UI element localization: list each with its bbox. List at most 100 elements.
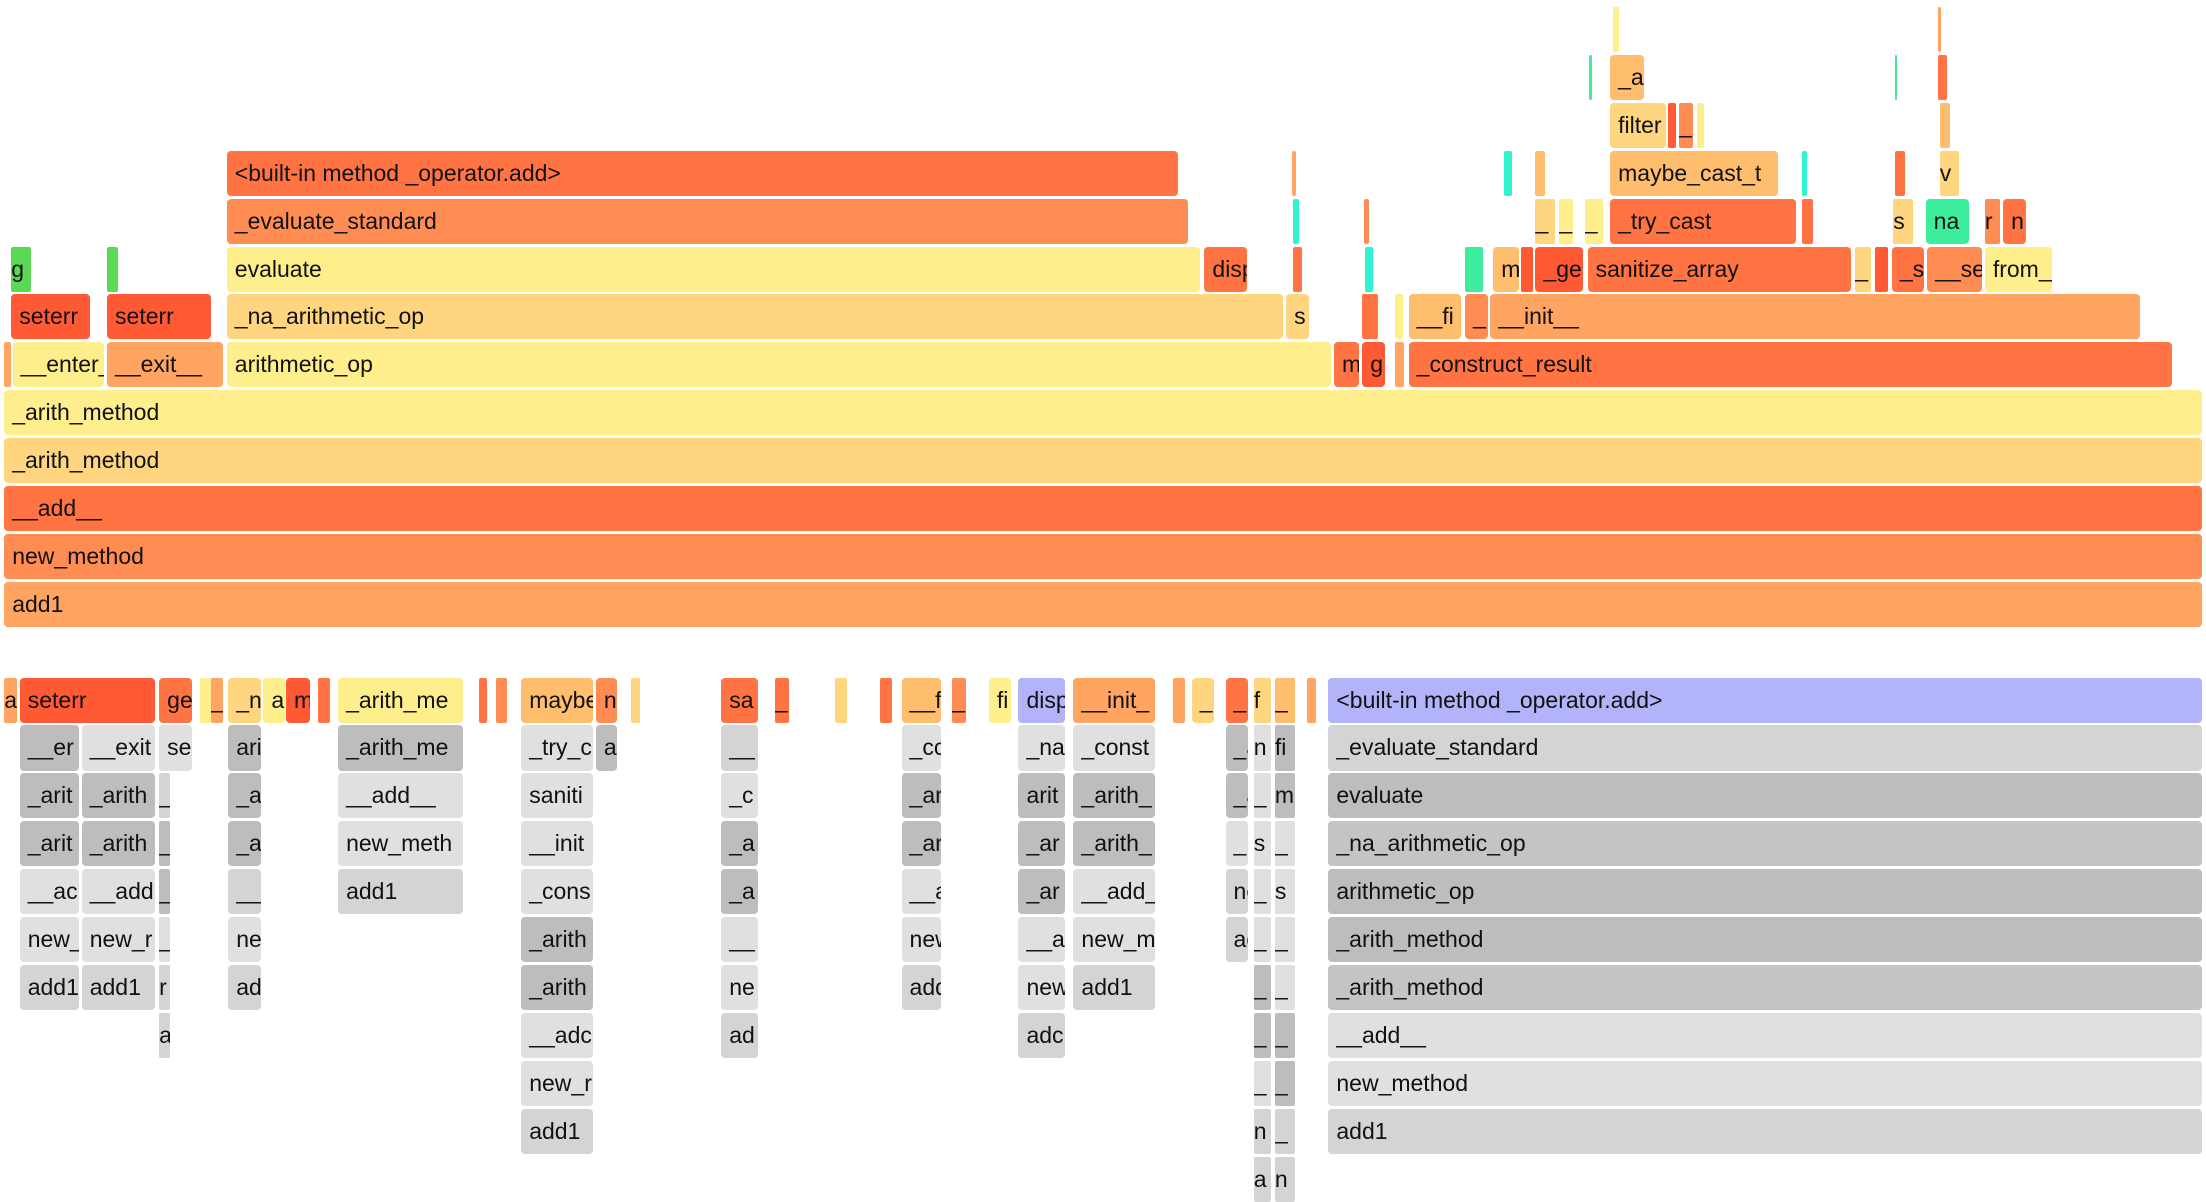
flame-frame[interactable]	[1938, 7, 1942, 53]
flame-frame[interactable]: from_	[1984, 246, 2053, 292]
icicle-frame[interactable]: new_r	[521, 1060, 594, 1106]
icicle-frame[interactable]: _cons	[521, 869, 594, 915]
flame-frame[interactable]	[1291, 150, 1296, 196]
icicle-frame[interactable]: add1	[19, 964, 79, 1010]
icicle-frame[interactable]: _a	[1225, 773, 1249, 819]
flame-frame[interactable]	[1801, 198, 1813, 244]
icicle-frame[interactable]	[1307, 677, 1316, 723]
flame-frame[interactable]	[1894, 150, 1905, 196]
flame-frame[interactable]: _ge	[1535, 246, 1584, 292]
flame-frame[interactable]	[1667, 102, 1677, 148]
icicle-frame[interactable]: ad	[228, 964, 261, 1010]
flame-frame[interactable]: _construct_result	[1408, 342, 2173, 388]
icicle-frame[interactable]: se	[159, 725, 192, 771]
icicle-frame[interactable]: a	[595, 725, 617, 771]
icicle-frame[interactable]: _const	[1073, 725, 1156, 771]
icicle-frame[interactable]: n	[1253, 1108, 1271, 1154]
flame-frame[interactable]: _arith_method	[4, 438, 2202, 484]
icicle-frame[interactable]: _arit	[19, 821, 79, 867]
icicle-frame[interactable]: new	[1018, 964, 1065, 1010]
flame-frame[interactable]: s	[1893, 198, 1913, 244]
icicle-frame[interactable]: _	[1253, 1012, 1271, 1058]
icicle-frame[interactable]: _a	[228, 773, 261, 819]
icicle-frame[interactable]: _	[1225, 677, 1249, 723]
icicle-frame[interactable]: m	[1274, 773, 1295, 819]
icicle-frame[interactable]: _	[211, 677, 223, 723]
icicle-frame[interactable]: ne	[721, 964, 758, 1010]
icicle-frame[interactable]: _	[774, 677, 789, 723]
flame-frame[interactable]: g	[11, 246, 31, 292]
icicle-frame[interactable]: __add__	[338, 773, 464, 819]
icicle-frame[interactable]: _arith	[521, 964, 594, 1010]
icicle-frame[interactable]: _	[1253, 773, 1271, 819]
icicle-frame[interactable]: a	[1253, 1156, 1271, 1202]
icicle-frame[interactable]: __exit	[81, 725, 155, 771]
icicle-frame[interactable]: m	[285, 677, 310, 723]
icicle-frame[interactable]: seterr	[19, 677, 155, 723]
icicle-frame[interactable]: fi	[1274, 725, 1295, 771]
icicle-frame[interactable]: _ar	[901, 773, 941, 819]
icicle-frame[interactable]: fi	[988, 677, 1012, 723]
flame-frame[interactable]: <built-in method _operator.add>	[226, 150, 1178, 196]
flame-frame[interactable]: new_method	[4, 533, 2202, 579]
flame-frame[interactable]: v	[1939, 150, 1960, 196]
icicle-frame[interactable]: _arith_	[1073, 821, 1156, 867]
icicle-frame[interactable]: adc	[1018, 1012, 1065, 1058]
flame-frame[interactable]: _	[1535, 198, 1556, 244]
icicle-frame[interactable]: __	[228, 869, 261, 915]
flame-frame[interactable]: disp	[1204, 246, 1247, 292]
icicle-frame[interactable]: a	[159, 1012, 171, 1058]
icicle-frame[interactable]: ad	[721, 1012, 758, 1058]
icicle-frame[interactable]: new_r	[81, 917, 155, 963]
icicle-frame[interactable]: _	[952, 677, 967, 723]
icicle-frame[interactable]: s	[1253, 821, 1271, 867]
icicle-frame[interactable]: _a	[721, 869, 758, 915]
flame-frame[interactable]	[1894, 54, 1898, 100]
flame-frame[interactable]: _	[1559, 198, 1574, 244]
flame-frame[interactable]: _arith_method	[4, 390, 2202, 436]
icicle-frame[interactable]: ge	[159, 677, 192, 723]
flame-frame[interactable]	[4, 342, 12, 388]
flame-frame[interactable]	[1874, 246, 1888, 292]
icicle-frame[interactable]: _	[1253, 1060, 1271, 1106]
icicle-frame[interactable]: _arith	[81, 773, 155, 819]
icicle-frame[interactable]: ne	[1225, 869, 1249, 915]
flame-frame[interactable]: r	[1984, 198, 2001, 244]
icicle-frame[interactable]: __f	[901, 677, 941, 723]
flame-frame[interactable]: na	[1925, 198, 1970, 244]
icicle-frame[interactable]: _	[1274, 1012, 1295, 1058]
icicle-frame[interactable]: maybe	[521, 677, 594, 723]
flame-frame[interactable]: seterr	[107, 294, 212, 340]
icicle-frame[interactable]: _	[159, 869, 171, 915]
flame-frame[interactable]	[1293, 246, 1302, 292]
icicle-frame[interactable]	[835, 677, 847, 723]
flame-frame[interactable]	[1697, 102, 1705, 148]
icicle-frame[interactable]	[200, 677, 212, 723]
icicle-frame[interactable]: saniti	[521, 773, 594, 819]
icicle-frame[interactable]: _a	[1225, 725, 1249, 771]
icicle-frame[interactable]: __ac	[19, 869, 79, 915]
icicle-frame[interactable]: <built-in method _operator.add>	[1328, 677, 2202, 723]
icicle-frame[interactable]: _c	[721, 773, 758, 819]
icicle-frame[interactable]: new_	[19, 917, 79, 963]
icicle-frame[interactable]: add1	[521, 1108, 594, 1154]
flame-frame[interactable]: _	[1465, 294, 1488, 340]
icicle-frame[interactable]: new	[901, 917, 941, 963]
icicle-frame[interactable]: _	[1274, 1108, 1295, 1154]
icicle-frame[interactable]: _	[1274, 677, 1295, 723]
flame-frame[interactable]	[1938, 54, 1947, 100]
icicle-frame[interactable]	[495, 677, 508, 723]
flame-frame[interactable]: __init__	[1490, 294, 2140, 340]
flame-frame[interactable]: seterr	[11, 294, 91, 340]
icicle-frame[interactable]: _evaluate_standard	[1328, 725, 2202, 771]
icicle-frame[interactable]	[478, 677, 488, 723]
icicle-frame[interactable]: _arith_method	[1328, 917, 2202, 963]
icicle-frame[interactable]: __add_	[1073, 869, 1156, 915]
icicle-frame[interactable]: n	[1253, 725, 1271, 771]
icicle-frame[interactable]: new_meth	[338, 821, 464, 867]
icicle-frame[interactable]	[318, 677, 330, 723]
flame-frame[interactable]	[1612, 7, 1619, 53]
icicle-frame[interactable]: __add	[81, 869, 155, 915]
icicle-frame[interactable]: _arit	[19, 773, 79, 819]
flame-frame[interactable]: s	[1286, 294, 1309, 340]
